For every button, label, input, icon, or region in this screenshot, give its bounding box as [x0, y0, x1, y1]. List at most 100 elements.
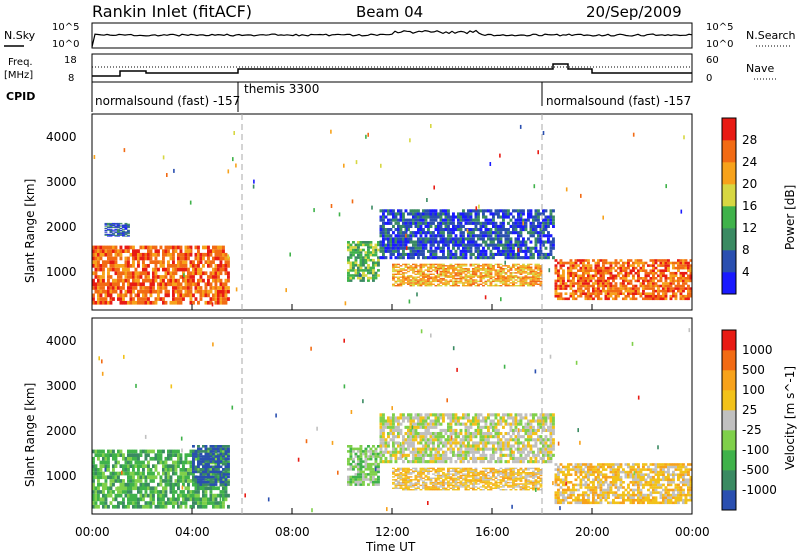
power-cells-cell-808 [352, 253, 355, 257]
power-cells-cell-1256 [442, 252, 445, 256]
vel-cells-cell-1665 [519, 450, 523, 454]
power-cells-cell-1967 [427, 277, 430, 280]
vel-cells-cell-815 [224, 480, 228, 484]
power-cells-cell-2219 [479, 279, 483, 281]
power-cells-cell-2222 [479, 275, 483, 277]
power-cells-cell-673 [107, 229, 110, 231]
power-cells-cell-2705 [594, 289, 598, 293]
power-cells-cell-1442 [477, 212, 480, 216]
vel-cells-cell-195 [132, 501, 135, 505]
power-cells-cell-818 [354, 258, 358, 262]
power-cells-cell-2350 [507, 280, 510, 283]
power-cells-cell-1655 [522, 243, 525, 247]
vel-cells-cell-1475 [477, 428, 480, 432]
vel-cells-cell-912 [362, 483, 365, 486]
vel-cells-cell-1221 [424, 435, 428, 439]
vel-cells-cell-1 [92, 501, 95, 505]
vel-cells-cell-1127 [407, 432, 410, 436]
power-cells-cell-3102 [679, 289, 683, 293]
power-cells-cell-257 [142, 264, 145, 268]
vel-cells-cell-1428 [467, 432, 470, 436]
power-cells-cell-1375 [464, 228, 468, 232]
power-cells-cell-187 [127, 249, 130, 253]
vel-cells-cell-1336 [447, 413, 450, 417]
power-cells-cell-1959 [424, 269, 428, 271]
vel-cells-cell-749 [209, 460, 213, 463]
power-cells-cell-1401 [469, 231, 473, 235]
power-cells-cell-2715 [597, 297, 600, 301]
vel-cells-cell-99 [112, 504, 115, 509]
power-cells-cell-2364 [509, 275, 513, 277]
vel-cells-cell-1559 [494, 422, 498, 426]
vel-cells-cell-122 [117, 501, 120, 505]
vel-cells-cell-1301 [439, 432, 443, 436]
power-cells-cell-1541 [499, 249, 503, 253]
power-cells-cell-2160 [467, 282, 470, 284]
vel-cells-cell-1387 [459, 450, 463, 454]
power-cells-cell-317 [154, 260, 158, 264]
power-cells-cell-2063 [447, 276, 450, 278]
vel-cells-cell-1285 [437, 444, 440, 448]
power-cells-cell-1118 [414, 218, 418, 222]
power-cells-cell-686 [109, 229, 113, 231]
vel-cells-cell-829 [227, 480, 230, 484]
vel-cells-cell-847 [347, 457, 350, 461]
vel-cells-cell-1693 [524, 416, 528, 420]
power-cells-cell-24 [94, 249, 98, 253]
power-cells-cell-36 [97, 260, 100, 264]
vel-cells-cell-1045 [389, 456, 393, 460]
power-cells-cell-3164 [522, 221, 524, 226]
power-cells-cell-2130 [459, 268, 463, 270]
power-cells-cell-1715 [534, 215, 538, 219]
power-cells-cell-2856 [624, 269, 628, 272]
power-cells-cell-2278 [489, 263, 493, 266]
power-cells-cell-2573 [567, 284, 570, 288]
power-cells-cell-324 [157, 289, 160, 294]
vel-cells-cell-1524 [487, 428, 490, 432]
power-cells-cell-1405 [469, 215, 473, 219]
vel-cells-cell-415 [177, 475, 180, 480]
vel-cells-cell-1304 [439, 416, 443, 420]
vel-cells-cell-1339 [449, 450, 453, 454]
power-cells-cell-1876 [409, 285, 413, 287]
power-cells-cell-2563 [562, 269, 565, 272]
power-cells-cell-2448 [527, 269, 530, 271]
power-cells-cell-1572 [504, 231, 508, 235]
power-cells-cell-1527 [497, 252, 500, 256]
power-cells-cell-2981 [652, 264, 655, 267]
power-cells-cell-1743 [539, 212, 543, 216]
power-bar-swatch-2 [722, 228, 736, 251]
power-cells-cell-2522 [554, 287, 558, 290]
power-cells-cell-320 [154, 249, 158, 253]
vel-cells-cell-233 [137, 453, 140, 457]
vel-cells-cell-1227 [424, 416, 428, 420]
vel-cells-cell-976 [374, 462, 378, 466]
power-cells-cell-3231 [155, 269, 157, 274]
power-cells-cell-2030 [439, 268, 443, 270]
vel-cells-cell-397 [174, 501, 178, 505]
power-cells-cell-2369 [509, 266, 513, 268]
power-cells-cell-2870 [627, 259, 630, 262]
vel-cells-cell-382 [169, 453, 173, 457]
power-cells-cell-283 [147, 256, 150, 261]
power-cells-cell-1312 [452, 237, 455, 241]
power-cells-cell-2907 [637, 277, 640, 280]
power-cells-cell-459 [184, 252, 188, 257]
power-cells-cell-579 [212, 256, 215, 261]
power-cells-cell-2727 [597, 264, 600, 267]
vel-cells-cell-398 [174, 497, 178, 502]
power-cells-cell-2784 [609, 284, 613, 288]
power-cells-cell-715 [117, 235, 120, 237]
power-cells-cell-2509 [539, 280, 543, 283]
power-cells-cell-2223 [479, 273, 483, 275]
vel-cells-cell-985 [377, 478, 380, 481]
power-cells-cell-3073 [672, 274, 675, 278]
power-cells-cell-2520 [554, 292, 558, 295]
power-cells-cell-689 [109, 226, 113, 228]
vel-cells-cell-862 [349, 445, 353, 448]
power-cells-cell-2236 [482, 266, 485, 268]
power-cells-cell-329 [157, 260, 160, 264]
power-cells-cell-2661 [584, 277, 588, 280]
vel-cells-cell-1094 [399, 447, 403, 451]
power-cells-cell-2093 [452, 266, 455, 268]
